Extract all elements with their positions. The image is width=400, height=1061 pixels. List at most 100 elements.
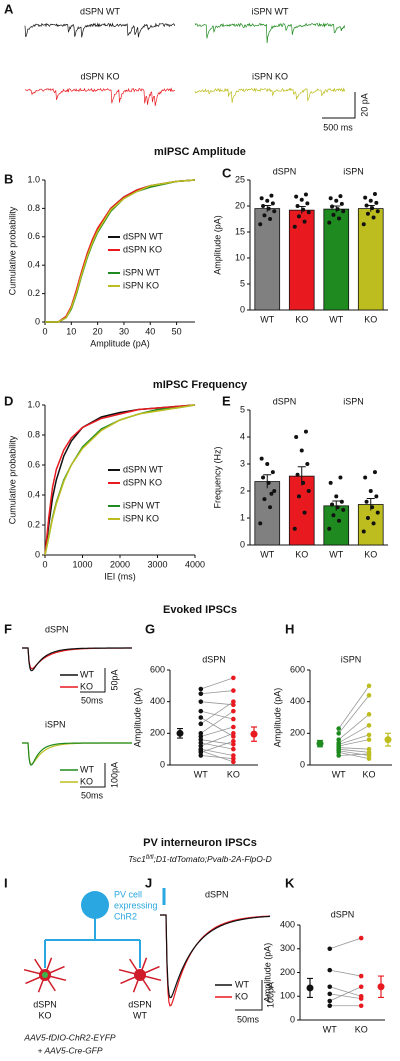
legend-label: WT <box>235 979 249 989</box>
data-point <box>327 946 333 952</box>
panel-letter: I <box>4 875 8 890</box>
data-point <box>366 746 372 752</box>
scale-bar <box>322 92 356 119</box>
scale-bar <box>235 980 263 1011</box>
y-tick-label: 600 <box>150 664 165 674</box>
legend-label: dSPN WT <box>123 464 164 474</box>
neuron-label: WT <box>133 1010 147 1020</box>
y-tick-label: 100 <box>280 991 295 1001</box>
pair-line <box>338 748 370 753</box>
y-tick-label: 0.2 <box>27 288 40 298</box>
mean-marker <box>377 983 385 991</box>
x-tick-label: KO <box>355 1024 368 1034</box>
data-point <box>338 475 343 480</box>
trace-label: iSPN WT <box>252 6 290 16</box>
chart-title: iSPN <box>341 654 362 664</box>
panel-letter: K <box>285 875 295 890</box>
genotype-subtitle: Tsc1fl/fl;D1-tdTomato;Pvalb-2A-FlpO-D <box>128 854 272 864</box>
data-point <box>364 203 369 208</box>
data-point <box>366 723 372 728</box>
data-point <box>231 699 236 704</box>
data-point <box>198 721 204 727</box>
y-tick-label: 0.6 <box>27 231 40 241</box>
series-line <box>44 404 196 556</box>
trace <box>22 742 132 766</box>
data-point <box>261 475 266 480</box>
data-point <box>366 751 372 757</box>
pair-line <box>329 969 362 977</box>
pair-line <box>200 677 234 690</box>
data-point <box>339 499 344 504</box>
data-point <box>299 448 304 453</box>
y-tick-label: 20 <box>235 200 245 210</box>
section-title: PV interneuron IPSCs <box>143 837 257 849</box>
scale-label: 50ms <box>81 790 104 800</box>
panel-letter: H <box>285 621 294 636</box>
pair-line <box>200 710 234 720</box>
pair-line <box>200 732 234 747</box>
panel-letter: G <box>145 621 155 636</box>
section-title: mIPSC Frequency <box>153 379 248 391</box>
x-tick-label: 30 <box>119 326 129 336</box>
x-tick-label: KO <box>295 549 308 559</box>
series-line <box>44 404 196 556</box>
data-point <box>231 708 236 714</box>
data-point <box>269 193 274 198</box>
pair-line <box>338 751 370 760</box>
y-tick-label: 400 <box>280 919 295 929</box>
pair-line <box>329 993 362 1000</box>
pair-line <box>200 750 234 763</box>
data-point <box>364 499 369 504</box>
data-point <box>358 973 364 979</box>
data-point <box>266 206 271 211</box>
data-point <box>231 724 236 730</box>
section-title: Evoked IPSCs <box>163 604 237 616</box>
data-point <box>261 204 266 208</box>
data-point <box>375 209 380 214</box>
y-tick-label: 15 <box>235 226 245 236</box>
cell-label: ChR2 <box>114 911 137 921</box>
pair-line <box>200 740 234 753</box>
data-point <box>198 708 204 714</box>
y-tick-label: 25 <box>235 174 245 184</box>
y-tick-label: 0 <box>160 759 165 769</box>
series-line <box>44 404 196 556</box>
legend-label: iSPN KO <box>123 280 159 290</box>
mean-marker <box>250 730 258 738</box>
x-tick-label: KO <box>295 314 308 324</box>
y-tick-label: 0 <box>35 316 40 326</box>
data-point <box>327 220 332 225</box>
data-point <box>302 510 307 515</box>
data-point <box>272 489 277 493</box>
data-point <box>292 526 297 531</box>
y-tick-label: 400 <box>150 696 165 706</box>
data-point <box>334 494 339 499</box>
data-point <box>198 748 204 754</box>
data-point <box>358 935 364 941</box>
x-tick-label: WT <box>329 314 343 324</box>
data-point <box>341 507 346 512</box>
data-point <box>363 195 368 200</box>
y-tick-label: 0.6 <box>27 459 40 469</box>
data-point <box>198 715 204 720</box>
y-tick-label: 0 <box>300 759 305 769</box>
y-tick-label: 400 <box>290 696 305 706</box>
trace-label: dSPN WT <box>80 6 121 16</box>
scale-label: 50pA <box>109 669 119 690</box>
x-tick-label: 20 <box>93 326 103 336</box>
data-point <box>303 192 308 197</box>
data-point <box>231 759 236 765</box>
data-point <box>262 497 267 502</box>
pair-line <box>338 739 370 747</box>
bar <box>288 475 315 546</box>
data-point <box>231 746 236 752</box>
data-point <box>259 196 264 201</box>
section-title: mIPSC Amplitude <box>154 146 246 158</box>
data-point <box>294 435 299 439</box>
data-point <box>358 1003 364 1009</box>
scale-label: 50ms <box>81 695 104 705</box>
x-axis-label: Amplitude (pA) <box>90 338 150 348</box>
scale-label: 500 ms <box>323 122 353 132</box>
data-point <box>198 731 204 736</box>
